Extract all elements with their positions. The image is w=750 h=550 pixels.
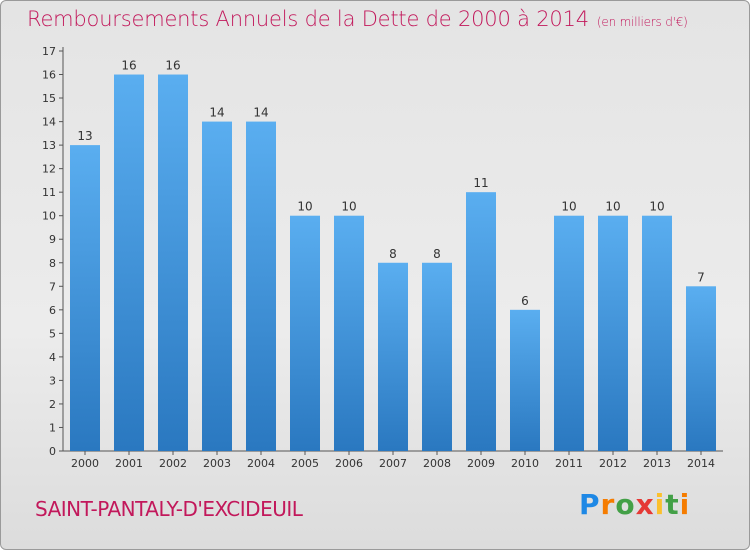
data-label-2008: 8 xyxy=(433,247,441,261)
bar-2000 xyxy=(70,145,100,451)
x-tick-label-2000: 2000 xyxy=(71,457,99,470)
bar-2013 xyxy=(642,215,672,451)
x-tick-label-2010: 2010 xyxy=(511,457,539,470)
chart-title-text: Remboursements Annuels de la Dette de 20… xyxy=(27,7,589,31)
bar-2008 xyxy=(422,262,452,451)
bar-2001 xyxy=(114,74,144,451)
x-tick-label-2003: 2003 xyxy=(203,457,231,470)
y-tick-label: 12 xyxy=(42,163,56,176)
data-label-2013: 10 xyxy=(649,200,664,214)
data-label-2014: 7 xyxy=(697,270,705,284)
x-tick-label-2009: 2009 xyxy=(467,457,495,470)
bar-2005 xyxy=(290,215,320,451)
data-label-2002: 16 xyxy=(165,59,180,73)
x-tick-label-2005: 2005 xyxy=(291,457,319,470)
x-tick-label-2013: 2013 xyxy=(643,457,671,470)
data-label-2007: 8 xyxy=(389,247,397,261)
data-label-2012: 10 xyxy=(605,200,620,214)
data-label-2001: 16 xyxy=(121,59,136,73)
chart-title: Remboursements Annuels de la Dette de 20… xyxy=(27,7,688,31)
x-tick-label-2006: 2006 xyxy=(335,457,363,470)
y-tick-label: 5 xyxy=(49,327,56,340)
y-tick-label: 9 xyxy=(49,233,56,246)
y-tick-label: 3 xyxy=(49,374,56,387)
bar-2007 xyxy=(378,262,408,451)
data-label-2000: 13 xyxy=(77,129,92,143)
chart-unit: (en milliers d'€) xyxy=(596,15,688,29)
bar-2010 xyxy=(510,309,540,451)
data-label-2009: 11 xyxy=(473,176,488,190)
x-tick-label-2002: 2002 xyxy=(159,457,187,470)
y-tick-label: 11 xyxy=(42,186,56,199)
y-tick-label: 15 xyxy=(42,92,56,105)
y-tick-label: 16 xyxy=(42,69,56,82)
x-tick-label-2008: 2008 xyxy=(423,457,451,470)
x-tick-label-2001: 2001 xyxy=(115,457,143,470)
y-tick-label: 2 xyxy=(49,398,56,411)
bar-2004 xyxy=(246,121,276,452)
y-tick-label: 13 xyxy=(42,139,56,152)
y-tick-label: 6 xyxy=(49,304,56,317)
bar-2014 xyxy=(686,286,716,451)
data-label-2003: 14 xyxy=(209,106,224,120)
commune-name: SAINT-PANTALY-D'EXCIDEUIL xyxy=(35,497,303,521)
bar-2012 xyxy=(598,215,628,451)
data-label-2004: 14 xyxy=(253,106,268,120)
bar-2002 xyxy=(158,74,188,451)
y-tick-label: 4 xyxy=(49,351,56,364)
data-label-2011: 10 xyxy=(561,200,576,214)
bar-2003 xyxy=(202,121,232,452)
data-label-2010: 6 xyxy=(521,294,529,308)
y-tick-label: 0 xyxy=(49,445,56,458)
proxiti-logo: Proxiti xyxy=(579,488,691,521)
y-tick-label: 10 xyxy=(42,210,56,223)
data-label-2005: 10 xyxy=(297,200,312,214)
bar-2006 xyxy=(334,215,364,451)
x-tick-label-2004: 2004 xyxy=(247,457,275,470)
x-tick-label-2011: 2011 xyxy=(555,457,583,470)
y-tick-label: 14 xyxy=(42,116,56,129)
y-tick-label: 17 xyxy=(42,45,56,58)
data-label-2006: 10 xyxy=(341,200,356,214)
x-tick-label-2007: 2007 xyxy=(379,457,407,470)
bar-2011 xyxy=(554,215,584,451)
y-tick-label: 7 xyxy=(49,280,56,293)
y-tick-label: 1 xyxy=(49,421,56,434)
x-tick-label-2012: 2012 xyxy=(599,457,627,470)
bar-2009 xyxy=(466,192,496,452)
x-tick-label-2014: 2014 xyxy=(687,457,715,470)
y-tick-label: 8 xyxy=(49,257,56,270)
